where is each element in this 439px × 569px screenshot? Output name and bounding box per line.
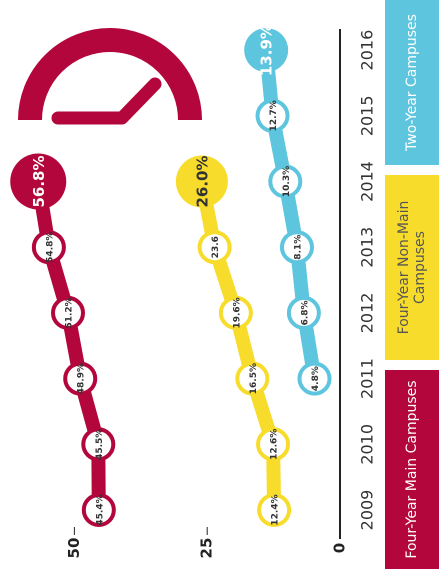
- legend-label: Two-Year Campuses: [404, 14, 420, 151]
- data-label: 16.5%: [249, 363, 259, 394]
- data-point: [81, 493, 116, 527]
- y-tick-label: 50: [65, 538, 83, 559]
- x-tick-label: 2013: [358, 227, 377, 268]
- y-tick-label: 0: [331, 543, 349, 553]
- data-point: [235, 361, 270, 396]
- data-label: 6.8%: [300, 300, 310, 325]
- legend-text: Two-Year Campuses: [404, 14, 420, 151]
- data-point: [175, 155, 228, 208]
- data-point: [244, 28, 289, 73]
- plot: 0 25 50 2009 2010 2011 2012 2013 2014 2015 2016 45.…: [10, 0, 439, 569]
- x-tick-label: 2015: [358, 95, 377, 136]
- data-point: [257, 493, 292, 527]
- legend-box: [385, 0, 439, 165]
- legend-label: Four-Year Non-Main Campuses: [396, 200, 428, 335]
- data-point: [31, 230, 66, 265]
- data-point: [255, 98, 290, 133]
- data-point: [63, 361, 98, 396]
- data-point: [51, 295, 85, 330]
- data-point: [10, 153, 67, 210]
- data-label: 19.6%: [232, 297, 242, 328]
- data-label: 26.0%: [193, 155, 211, 207]
- data-label: 23.6: [211, 236, 221, 258]
- data-label: 45.5%: [95, 429, 105, 460]
- x-tick-label: 2010: [358, 424, 377, 465]
- data-label: 48.9%: [77, 363, 87, 394]
- data-label: 51.2%: [65, 297, 75, 328]
- data-point: [279, 230, 314, 265]
- clock-hands: [51, 77, 162, 125]
- x-tick-label: 2012: [358, 293, 377, 334]
- data-point: [256, 427, 291, 462]
- data-label: 54.8%: [45, 232, 55, 263]
- data-label: 56.8%: [30, 155, 48, 207]
- legend-text: Four-Year Non-Main Campuses: [396, 200, 428, 335]
- clock-arc: [18, 28, 202, 121]
- legend-label: Four-Year Main Campuses: [404, 380, 420, 559]
- data-point: [218, 295, 253, 330]
- data-point: [81, 427, 116, 462]
- data-label: 12.6%: [270, 429, 280, 460]
- y-tick-label: 25: [198, 538, 216, 559]
- x-tick-label: 2009: [358, 490, 377, 531]
- data-label: 10.3%: [282, 166, 292, 197]
- data-point: [297, 361, 332, 396]
- legend-text: Four-Year Main Campuses: [404, 380, 420, 559]
- data-label: 12.7%: [269, 100, 279, 131]
- data-point: [268, 164, 303, 199]
- data-label: 8.1%: [293, 235, 303, 260]
- x-tick-label: 2011: [358, 358, 377, 399]
- data-label: 45.4%: [95, 494, 105, 525]
- data-label: 4.8%: [311, 366, 321, 391]
- data-label: 13.9%: [258, 24, 276, 76]
- legend-box: [385, 175, 439, 360]
- x-tick-label: 2016: [358, 30, 377, 71]
- data-point: [286, 295, 321, 330]
- data-point: [197, 230, 232, 265]
- data-label: 12.4%: [271, 494, 281, 525]
- clock: [18, 28, 202, 125]
- x-tick-label: 2014: [358, 161, 377, 202]
- legend-box: [385, 370, 439, 569]
